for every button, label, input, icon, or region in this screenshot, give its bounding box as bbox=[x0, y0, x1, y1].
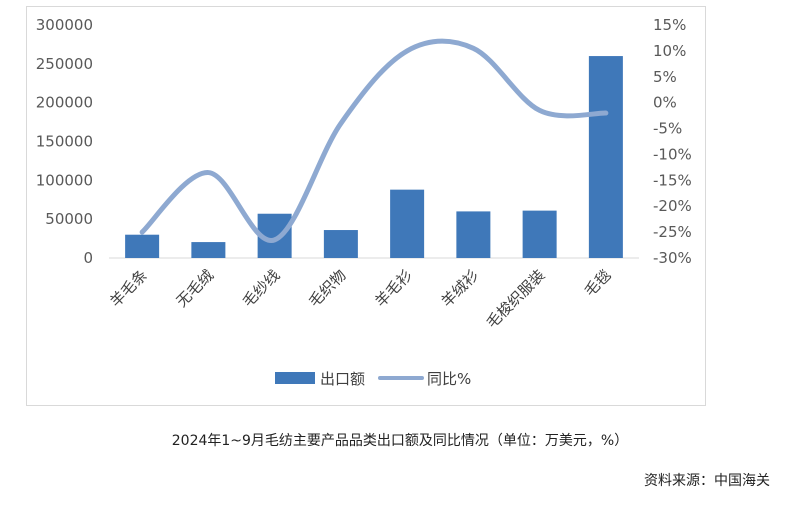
bar bbox=[588, 56, 623, 258]
category-label: 毛纱线 bbox=[239, 266, 284, 311]
left-tick-label: 300000 bbox=[36, 16, 93, 34]
left-tick-label: 250000 bbox=[36, 55, 93, 73]
left-tick-label: 200000 bbox=[36, 94, 93, 112]
data-source: 资料来源：中国海关 bbox=[644, 473, 770, 489]
category-label: 羊毛条 bbox=[106, 266, 151, 311]
category-label: 毛毯 bbox=[581, 266, 615, 300]
category-label: 毛织物 bbox=[305, 266, 350, 311]
category-label: 羊绒衫 bbox=[438, 266, 483, 311]
left-tick-label: 50000 bbox=[45, 210, 93, 228]
left-tick-label: 0 bbox=[83, 249, 93, 267]
bar bbox=[456, 211, 491, 258]
category-label: 无毛绒 bbox=[173, 266, 218, 311]
left-tick-label: 150000 bbox=[36, 133, 93, 151]
line-series-yoy bbox=[139, 38, 609, 243]
chart-frame: 300000 250000 200000 150000 100000 50000 0 15%… bbox=[26, 6, 706, 406]
right-tick-label: -25% bbox=[653, 223, 692, 241]
right-axis-ticks: 15% 10% 5% 0% -5% -10% -15% -20% -25% -30% bbox=[653, 16, 692, 267]
right-tick-label: -20% bbox=[653, 197, 692, 215]
bar bbox=[323, 230, 358, 258]
right-tick-label: -5% bbox=[653, 120, 682, 138]
chart-canvas: 300000 250000 200000 150000 100000 50000 0 15%… bbox=[36, 16, 692, 388]
bar bbox=[191, 242, 226, 258]
right-tick-label: -30% bbox=[653, 249, 692, 267]
right-tick-label: -10% bbox=[653, 145, 692, 163]
right-tick-label: 0% bbox=[653, 94, 677, 112]
legend-bar-swatch bbox=[275, 372, 315, 384]
bar bbox=[390, 189, 425, 258]
category-label: 毛梭织服装 bbox=[483, 266, 549, 332]
left-axis-ticks: 300000 250000 200000 150000 100000 50000 0 bbox=[36, 16, 93, 267]
category-labels: 羊毛条 无毛绒 毛纱线 毛织物 羊毛衫 羊绒衫 毛梭织服装 毛毯 bbox=[106, 266, 614, 332]
category-label: 羊毛衫 bbox=[371, 266, 416, 311]
right-tick-label: -15% bbox=[653, 171, 692, 189]
bar bbox=[522, 210, 557, 258]
chart-caption: 2024年1~9月毛纺主要产品品类出口额及同比情况（单位：万美元，%） bbox=[171, 433, 629, 449]
right-tick-label: 5% bbox=[653, 68, 677, 86]
legend-label: 出口额 bbox=[320, 370, 365, 388]
legend: 出口额 同比% bbox=[275, 370, 471, 388]
legend-label: 同比% bbox=[427, 370, 471, 388]
right-tick-label: 15% bbox=[653, 16, 686, 34]
bar bbox=[125, 234, 160, 258]
bar-series bbox=[125, 56, 623, 258]
right-tick-label: 10% bbox=[653, 42, 686, 60]
left-tick-label: 100000 bbox=[36, 171, 93, 189]
